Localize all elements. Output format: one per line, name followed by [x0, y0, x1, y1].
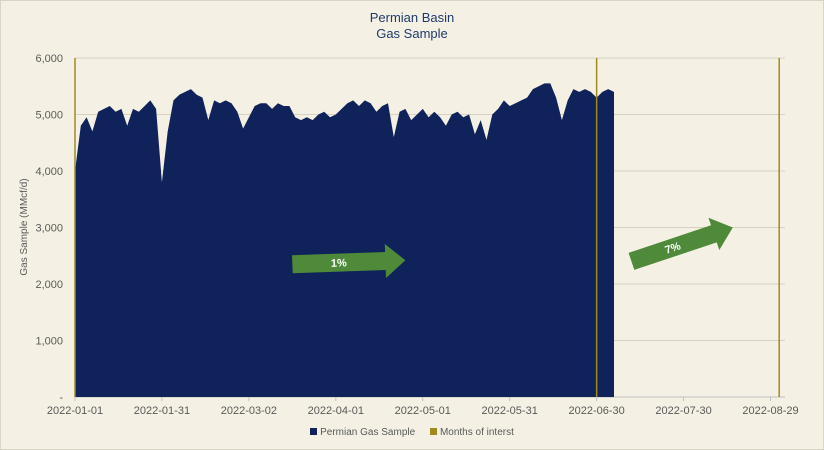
x-tick-label: 2022-06-30	[568, 405, 624, 417]
legend-swatch-gas-sample	[310, 428, 318, 435]
y-axis-ticks: - 1,000 2,000 3,000 4,000 5,000 6,000	[35, 53, 63, 404]
legend-swatch-months-of-interest	[429, 428, 437, 435]
x-tick-label: 2022-01-31	[134, 405, 190, 417]
y-tick-label: 5,000	[35, 110, 63, 122]
y-tick-label: 3,000	[35, 223, 63, 235]
x-tick-label: 2022-03-02	[221, 405, 277, 417]
annotation-label: 7%	[664, 240, 683, 256]
annotation-arrows: 1% 7%	[292, 217, 733, 278]
annotation-arrow	[628, 217, 733, 270]
x-tick-label: 2022-08-29	[742, 405, 798, 417]
y-tick-label: 1,000	[35, 336, 63, 348]
legend-label-gas-sample: Permian Gas Sample	[320, 427, 416, 438]
x-axis-ticks: 2022-01-01 2022-01-31 2022-03-02 2022-04-01…	[47, 397, 799, 417]
x-tick-label: 2022-04-01	[308, 405, 364, 417]
legend-label-months-of-interest: Months of interst	[439, 427, 514, 438]
y-tick-label: 6,000	[35, 53, 63, 65]
x-tick-label: 2022-01-01	[47, 405, 103, 417]
marker-lines	[74, 58, 780, 397]
y-tick-label: 4,000	[35, 166, 63, 178]
x-tick-label: 2022-05-01	[395, 405, 451, 417]
chart-subtitle: Gas Sample	[376, 26, 448, 41]
legend-item-gas-sample: Permian Gas Sample	[310, 427, 415, 438]
annotation-arrow	[292, 244, 406, 278]
x-tick-label: 2022-07-30	[655, 405, 711, 417]
legend: Permian Gas Sample Months of interst	[1, 427, 823, 438]
series-area-permian-gas-sample	[75, 83, 614, 398]
chart-title: Permian Basin	[369, 10, 455, 25]
chart-title-block: Permian Basin Gas Sample	[1, 10, 823, 42]
legend-item-months-of-interest: Months of interst	[429, 427, 514, 438]
annotation-label: 1%	[331, 257, 348, 270]
y-tick-label: 2,000	[35, 279, 63, 291]
y-axis-title: Gas Sample (MMcf/d)	[19, 178, 30, 275]
x-tick-label: 2022-05-31	[482, 405, 538, 417]
y-tick-label: -	[59, 392, 63, 404]
series-area-layer	[75, 83, 614, 398]
